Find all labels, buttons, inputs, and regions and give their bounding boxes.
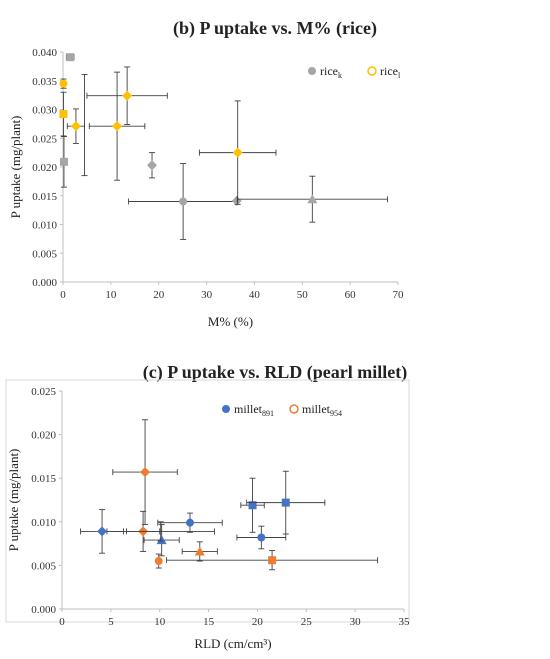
x-axis-label: M% (%) <box>208 314 253 329</box>
x-tick-label: 40 <box>249 289 261 301</box>
legend-label-subscript: l <box>398 71 401 80</box>
y-tick-label: 0.000 <box>32 277 57 289</box>
x-tick-label: 10 <box>105 289 117 301</box>
y-tick-label: 0.025 <box>32 133 57 145</box>
y-tick-label: 0.025 <box>31 386 56 398</box>
data-point <box>179 197 188 206</box>
y-axis-label: P uptake (mg/plant) <box>8 116 23 219</box>
legend-label: ricel <box>380 64 401 80</box>
x-tick-label: 25 <box>301 616 313 628</box>
data-point <box>59 79 68 88</box>
y-tick-label: 0.005 <box>32 248 57 260</box>
x-tick-label: 30 <box>350 616 362 628</box>
x-tick-label: 60 <box>345 289 357 301</box>
data-point <box>257 533 266 542</box>
data-point <box>97 526 108 537</box>
legend-label: millet891 <box>234 402 274 418</box>
legend-label-subscript: k <box>338 71 342 80</box>
legend-label-main: millet <box>234 402 263 416</box>
data-point <box>156 535 167 545</box>
x-tick-label: 35 <box>399 616 411 628</box>
data-point <box>232 147 243 158</box>
data-point <box>140 467 151 478</box>
y-tick-label: 0.030 <box>32 105 57 117</box>
y-tick-label: 0.020 <box>32 162 57 174</box>
x-tick-label: 5 <box>108 616 114 628</box>
data-point <box>231 195 242 206</box>
legend-label-main: rice <box>380 64 398 78</box>
y-tick-label: 0.010 <box>31 517 56 529</box>
series-rice-l <box>59 66 277 205</box>
x-tick-label: 50 <box>297 289 309 301</box>
y-tick-label: 0.015 <box>31 473 56 485</box>
data-point <box>59 157 68 166</box>
legend-marker <box>289 404 299 414</box>
legend-item-rice-k: ricek <box>308 64 342 80</box>
y-tick-label: 0.000 <box>31 604 56 616</box>
y-tick-label: 0.035 <box>32 76 57 88</box>
data-point <box>59 110 68 119</box>
legend-marker <box>308 67 316 75</box>
y-axis-label: P uptake (mg/plant) <box>6 449 21 552</box>
x-tick-label: 20 <box>153 289 165 301</box>
legend-item-rice-l: ricel <box>367 64 401 80</box>
data-point <box>186 518 195 527</box>
data-point <box>112 121 123 132</box>
x-tick-label: 30 <box>201 289 213 301</box>
legend-label-main: millet <box>302 402 331 416</box>
data-point <box>122 90 133 101</box>
legend-item-millet-891: millet891 <box>222 402 274 418</box>
series-millet-891 <box>80 470 326 557</box>
x-tick-label: 10 <box>154 616 166 628</box>
y-tick-label: 0.010 <box>32 220 57 232</box>
data-point <box>281 498 290 507</box>
data-point <box>307 194 318 204</box>
data-point <box>194 546 205 556</box>
y-tick-label: 0.020 <box>31 430 56 442</box>
x-tick-label: 70 <box>393 289 405 301</box>
chart-b: 0 10 20 30 40 50 60 70 0.000 0.005 0.010 0.015 0.020… <box>8 47 404 329</box>
data-point <box>70 121 81 132</box>
data-point <box>147 160 158 171</box>
legend-item-millet-954: millet954 <box>289 402 342 418</box>
legend-label: millet954 <box>302 402 342 418</box>
legend-label-subscript: 954 <box>330 409 342 418</box>
chart-c-frame <box>5 379 410 623</box>
data-point <box>66 53 75 62</box>
legend-marker <box>222 405 230 413</box>
legend-marker <box>367 66 377 76</box>
x-tick-label: 15 <box>203 616 215 628</box>
x-axis-label: RLD (cm/cm³) <box>194 636 271 651</box>
y-tick-label: 0.015 <box>32 191 57 203</box>
data-point <box>268 556 277 565</box>
error-bars <box>81 73 88 177</box>
legend-label-subscript: 891 <box>262 409 274 418</box>
y-tick-label: 0.005 <box>31 560 56 572</box>
x-tick-label: 0 <box>59 616 65 628</box>
error-bars <box>106 521 215 542</box>
x-tick-label: 20 <box>252 616 264 628</box>
chart-c: 0 5 10 15 20 25 30 35 0.000 0.005 0.010 0.015 0.020 0… <box>5 379 411 651</box>
data-point <box>248 501 257 510</box>
y-tick-label: 0.040 <box>32 47 57 59</box>
legend-label-main: rice <box>320 64 338 78</box>
chart-b-title: (b) P uptake vs. M% (rice) <box>173 18 377 38</box>
data-point <box>154 557 163 566</box>
legend-label: ricek <box>320 64 342 80</box>
series-millet-954 <box>106 419 379 571</box>
chart-c-title: (c) P uptake vs. RLD (pearl millet) <box>142 362 408 382</box>
series-rice-k <box>59 53 388 240</box>
x-tick-label: 0 <box>60 289 66 301</box>
